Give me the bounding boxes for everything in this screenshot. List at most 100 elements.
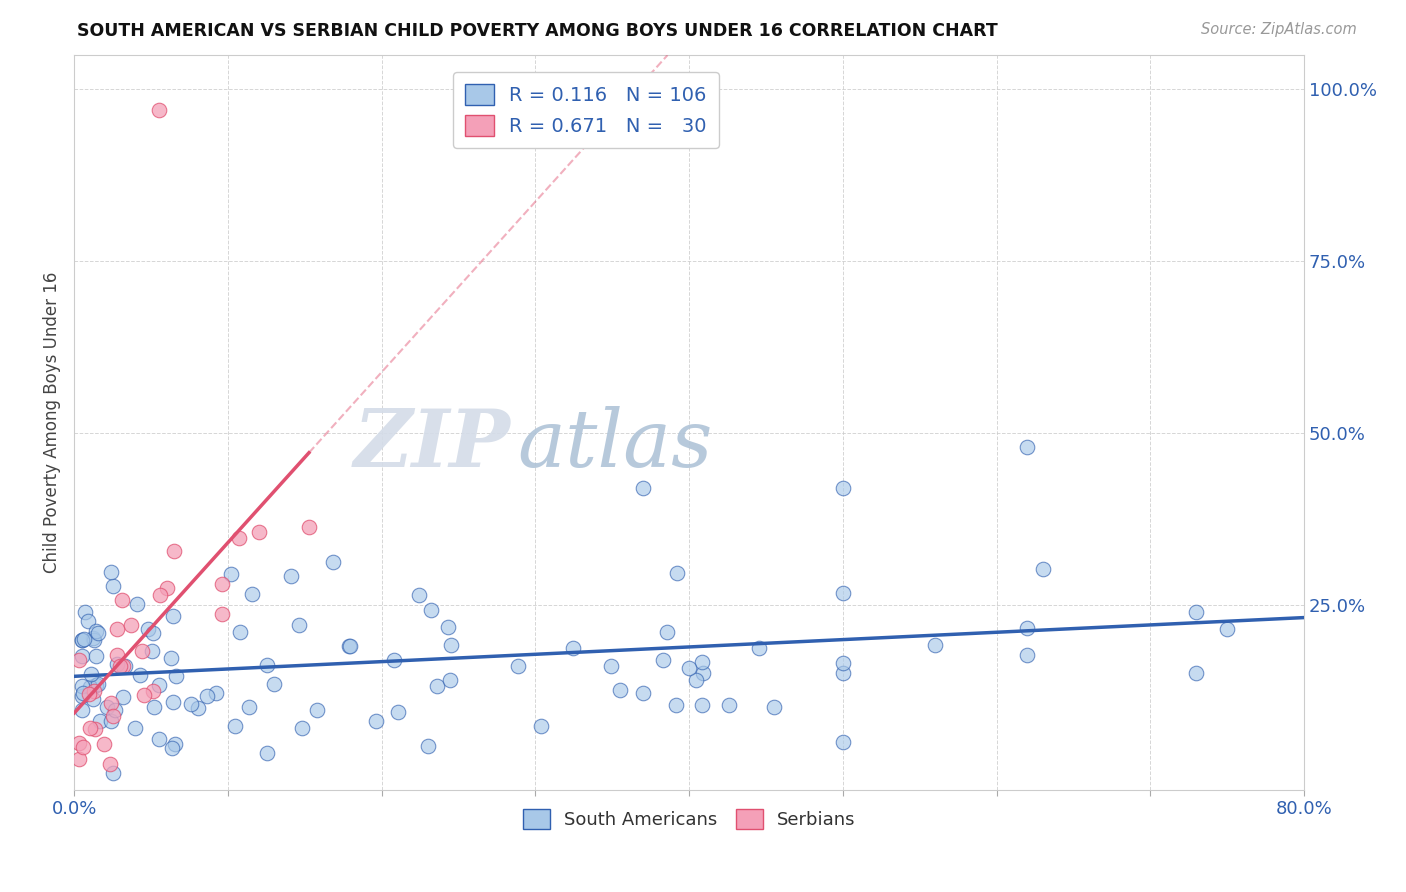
Point <box>156 581 179 595</box>
Point <box>105 622 128 636</box>
Point <box>238 700 260 714</box>
Point <box>665 698 688 712</box>
Point <box>562 641 585 656</box>
Point <box>290 721 312 735</box>
Point <box>148 103 170 117</box>
Point <box>111 592 134 607</box>
Point <box>148 678 170 692</box>
Point <box>160 650 183 665</box>
Point <box>416 739 439 753</box>
Point <box>100 714 122 729</box>
Point <box>437 620 460 634</box>
Point <box>143 699 166 714</box>
Point <box>240 587 263 601</box>
Point <box>180 697 202 711</box>
Point <box>70 703 93 717</box>
Point <box>924 638 946 652</box>
Point <box>89 714 111 728</box>
Point <box>103 765 125 780</box>
Point <box>263 676 285 690</box>
Point <box>84 624 107 638</box>
Point <box>832 666 855 681</box>
Point <box>149 588 172 602</box>
Point <box>832 586 855 600</box>
Text: atlas: atlas <box>517 406 713 483</box>
Point <box>288 618 311 632</box>
Point <box>84 722 107 736</box>
Point <box>162 608 184 623</box>
Point <box>651 653 673 667</box>
Text: ZIP: ZIP <box>354 406 510 483</box>
Point <box>87 626 110 640</box>
Point <box>337 639 360 653</box>
Point <box>83 683 105 698</box>
Point <box>142 683 165 698</box>
Point <box>112 659 135 673</box>
Point <box>73 632 96 646</box>
Point <box>600 659 623 673</box>
Point <box>82 631 104 645</box>
Point <box>655 624 678 639</box>
Point <box>280 568 302 582</box>
Point <box>690 655 713 669</box>
Point <box>1032 562 1054 576</box>
Point <box>72 686 94 700</box>
Point <box>163 737 186 751</box>
Point <box>762 700 785 714</box>
Point <box>165 669 187 683</box>
Point <box>305 703 328 717</box>
Point <box>67 736 90 750</box>
Point <box>100 565 122 579</box>
Point <box>631 481 654 495</box>
Point <box>439 673 461 688</box>
Point <box>1185 666 1208 681</box>
Point <box>162 741 184 756</box>
Point <box>70 690 93 704</box>
Point <box>1185 605 1208 619</box>
Point <box>609 683 631 698</box>
Point <box>205 686 228 700</box>
Point <box>678 660 700 674</box>
Point <box>67 653 90 667</box>
Point <box>70 680 93 694</box>
Point <box>187 701 209 715</box>
Point <box>426 679 449 693</box>
Point <box>530 719 553 733</box>
Legend: South Americans, Serbians: South Americans, Serbians <box>516 802 863 836</box>
Point <box>832 735 855 749</box>
Point <box>103 703 125 717</box>
Text: SOUTH AMERICAN VS SERBIAN CHILD POVERTY AMONG BOYS UNDER 16 CORRELATION CHART: SOUTH AMERICAN VS SERBIAN CHILD POVERTY … <box>77 22 998 40</box>
Point <box>148 732 170 747</box>
Point <box>665 566 688 580</box>
Point <box>84 648 107 663</box>
Point <box>79 667 101 681</box>
Point <box>101 709 124 723</box>
Point <box>108 659 131 673</box>
Point <box>84 678 107 692</box>
Point <box>70 648 93 663</box>
Point <box>322 555 344 569</box>
Point <box>125 597 148 611</box>
Point <box>387 705 409 719</box>
Point <box>195 690 218 704</box>
Point <box>79 721 101 735</box>
Point <box>128 668 150 682</box>
Point <box>718 698 741 713</box>
Point <box>82 692 104 706</box>
Point <box>67 752 90 766</box>
Point <box>93 737 115 751</box>
Point <box>382 652 405 666</box>
Point <box>211 577 233 591</box>
Point <box>70 632 93 647</box>
Point <box>221 567 243 582</box>
Point <box>508 659 530 673</box>
Point <box>420 603 443 617</box>
Point <box>103 579 125 593</box>
Point <box>685 673 707 687</box>
Point <box>440 638 463 652</box>
Point <box>748 640 770 655</box>
Point <box>211 607 233 621</box>
Point <box>136 622 159 636</box>
Point <box>100 697 122 711</box>
Text: Source: ZipAtlas.com: Source: ZipAtlas.com <box>1201 22 1357 37</box>
